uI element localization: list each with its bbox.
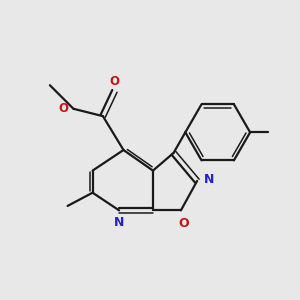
Text: O: O — [178, 217, 189, 230]
Text: N: N — [204, 173, 214, 186]
Text: O: O — [58, 102, 68, 115]
Text: N: N — [114, 216, 124, 229]
Text: O: O — [110, 75, 120, 88]
